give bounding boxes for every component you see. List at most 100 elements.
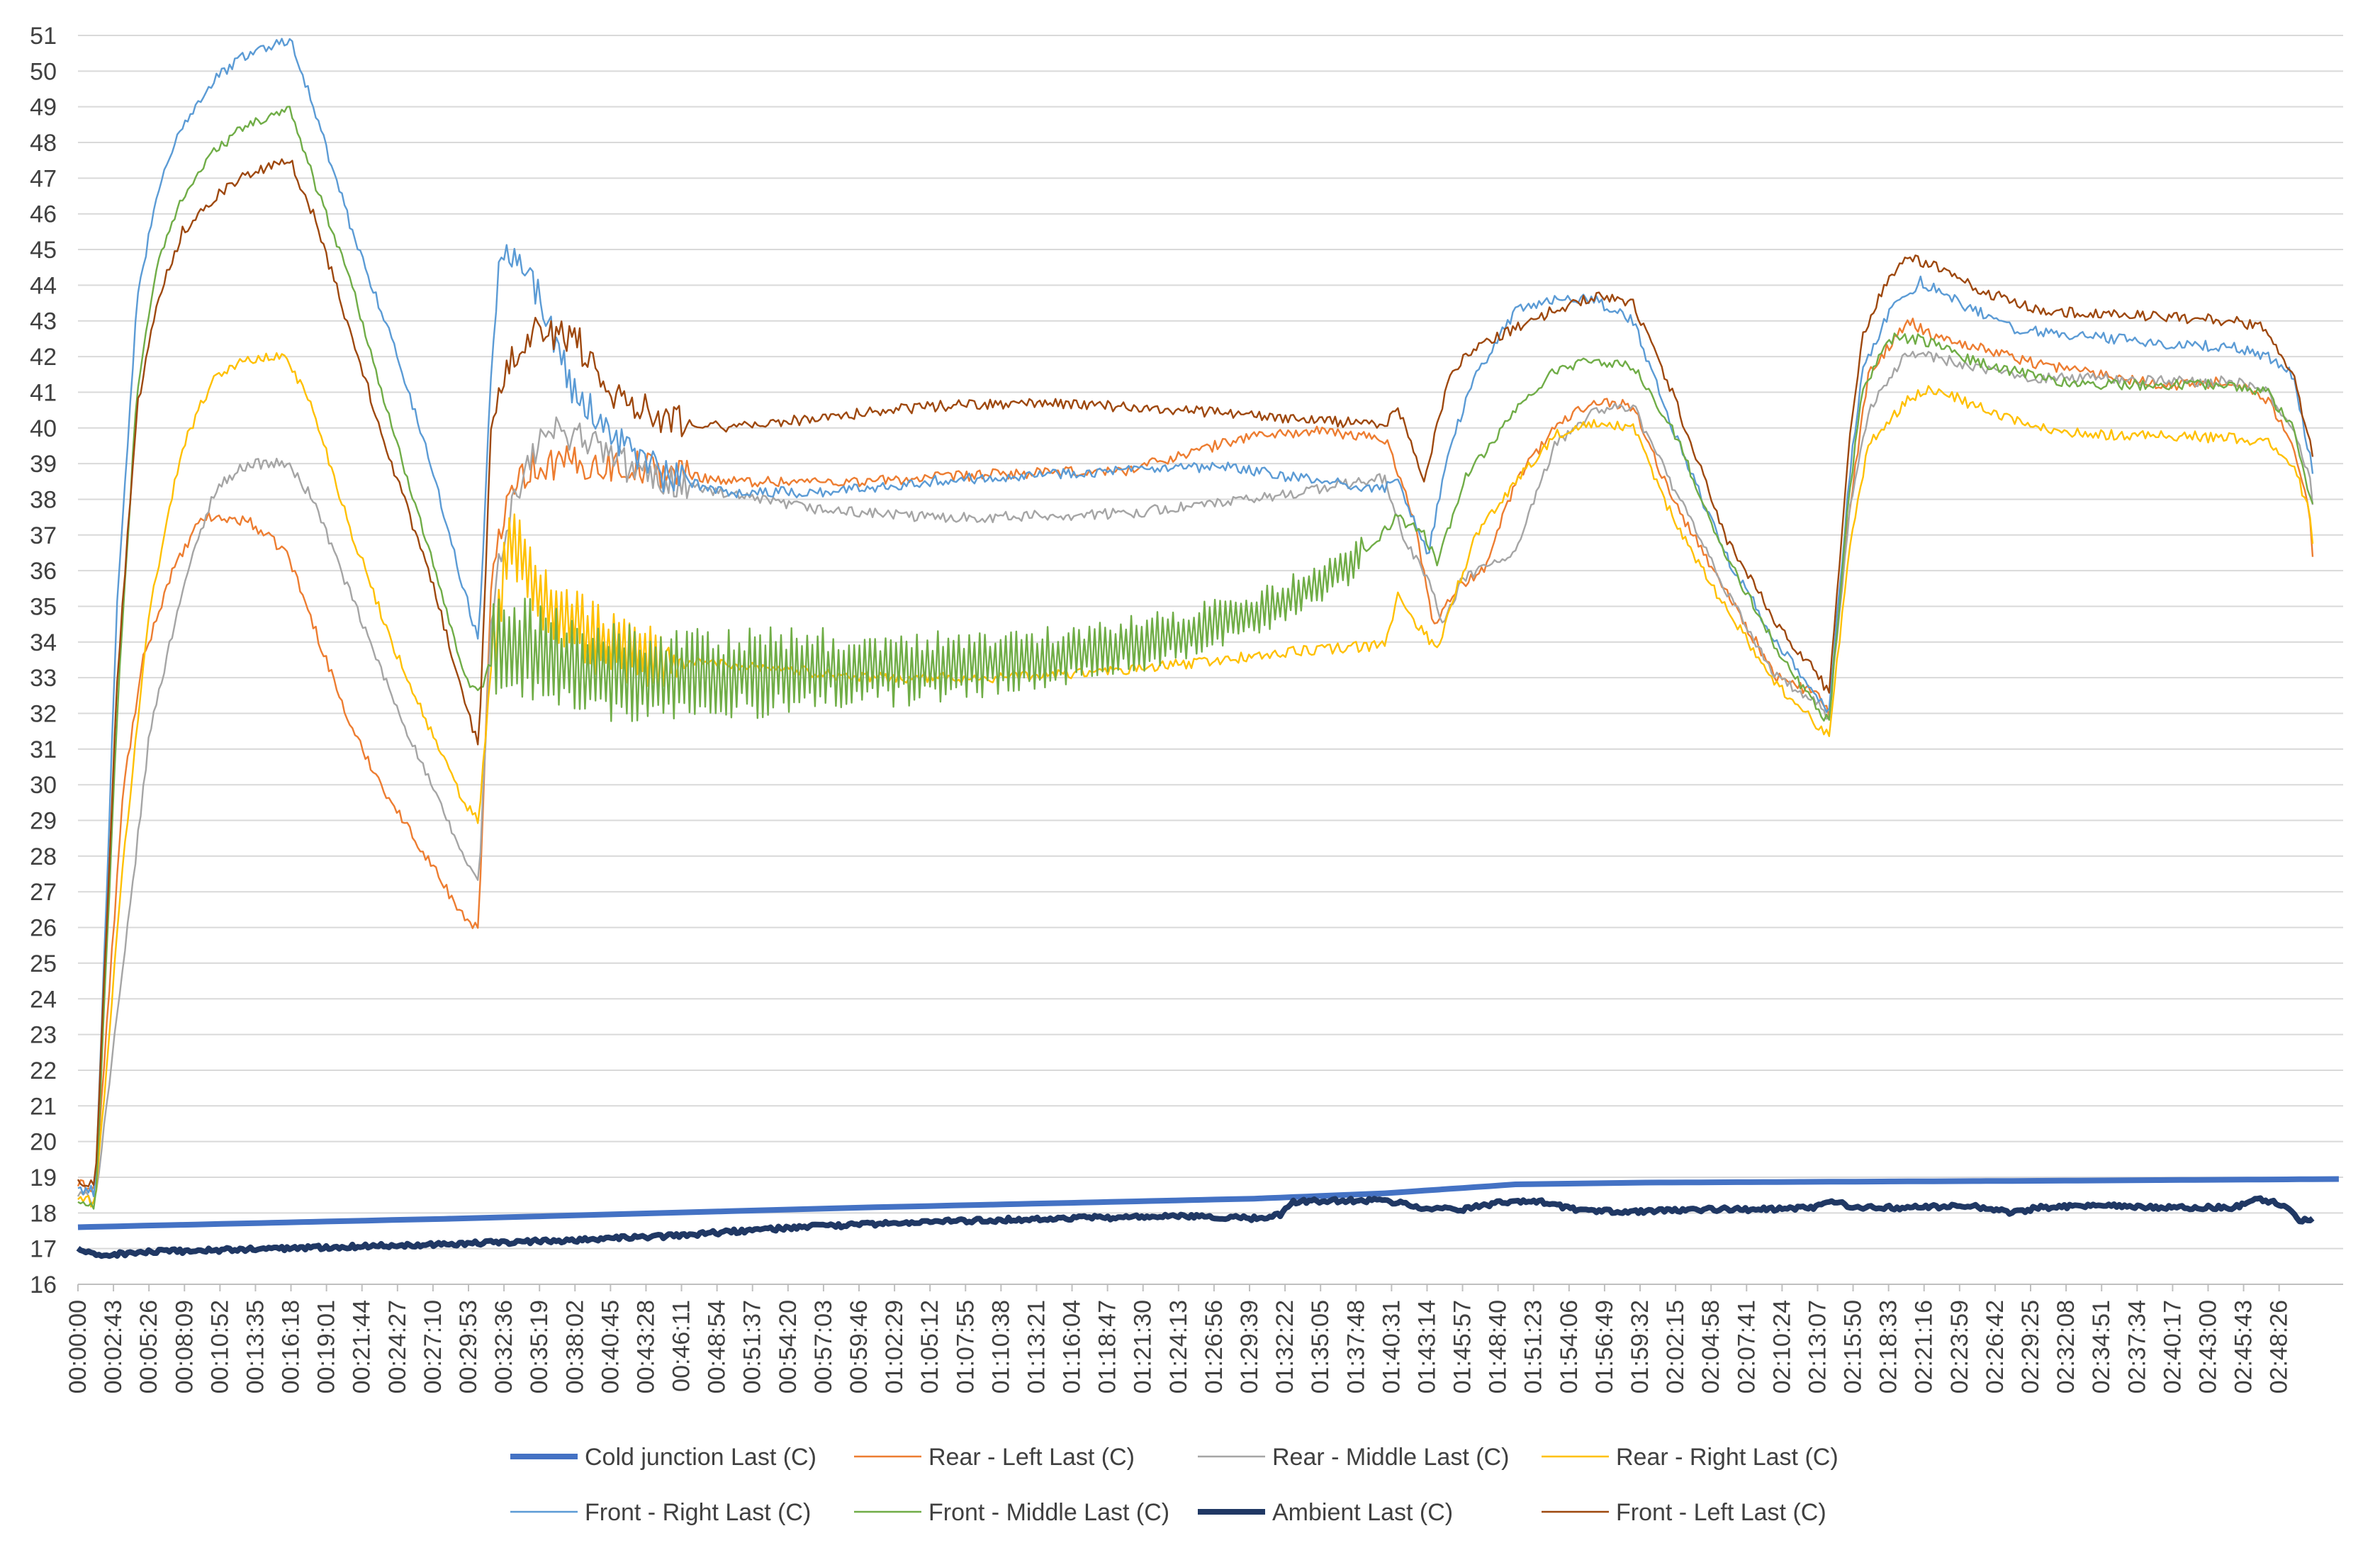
- y-tick-label: 22: [30, 1057, 57, 1084]
- x-tick-label: 01:32:22: [1272, 1300, 1298, 1393]
- x-tick-label: 02:23:59: [1946, 1300, 1973, 1393]
- x-tick-label: 00:02:43: [100, 1300, 127, 1393]
- series-line-5: [77, 106, 2314, 1210]
- legend-label-2: Rear - Middle Last (C): [1272, 1444, 1509, 1471]
- series-lines: [76, 38, 2339, 1259]
- x-tick-label: 00:19:01: [313, 1300, 340, 1393]
- x-tick-label: 00:54:20: [775, 1300, 802, 1393]
- legend-label-1: Rear - Left Last (C): [928, 1444, 1135, 1471]
- x-tick-label: 00:59:46: [846, 1300, 872, 1393]
- y-tick-label: 31: [30, 736, 57, 763]
- x-tick-label: 00:00:00: [64, 1300, 91, 1393]
- x-tick-label: 01:24:13: [1165, 1300, 1192, 1393]
- x-tick-label: 00:08:09: [171, 1300, 198, 1393]
- series-line-4: [77, 38, 2314, 1198]
- x-tick-label: 02:21:16: [1911, 1300, 1938, 1393]
- x-tick-label: 01:07:55: [952, 1300, 979, 1393]
- y-tick-label: 17: [30, 1236, 57, 1263]
- x-tick-label: 00:10:52: [206, 1300, 233, 1393]
- gridlines: [78, 35, 2343, 1285]
- x-tick-label: 01:35:05: [1307, 1300, 1334, 1393]
- series-line-6: [76, 1195, 2315, 1259]
- x-tick-label: 02:13:07: [1804, 1300, 1831, 1393]
- x-tick-label: 00:24:27: [384, 1300, 411, 1393]
- legend-label-4: Front - Right Last (C): [585, 1499, 811, 1526]
- x-tick-label: 01:13:21: [1023, 1300, 1050, 1393]
- x-tick-label: 01:51:23: [1520, 1300, 1547, 1393]
- x-tick-label: 00:38:02: [561, 1300, 588, 1393]
- x-tick-label: 02:29:25: [2017, 1300, 2044, 1393]
- legend-label-6: Ambient Last (C): [1272, 1499, 1453, 1526]
- x-tick-label: 00:40:45: [597, 1300, 624, 1393]
- y-tick-label: 39: [30, 451, 57, 478]
- x-tick-label: 01:21:30: [1130, 1300, 1157, 1393]
- x-tick-label: 00:32:36: [490, 1300, 517, 1393]
- legend-label-3: Rear - Right Last (C): [1616, 1444, 1839, 1471]
- y-tick-label: 23: [30, 1022, 57, 1049]
- x-tick-label: 00:48:54: [704, 1300, 731, 1393]
- y-tick-label: 36: [30, 558, 57, 585]
- y-tick-label: 16: [30, 1272, 57, 1298]
- x-tick-label: 01:54:06: [1556, 1300, 1583, 1393]
- y-tick-label: 30: [30, 772, 57, 799]
- y-tick-label: 33: [30, 665, 57, 692]
- x-tick-label: 01:10:38: [987, 1300, 1014, 1393]
- x-tick-label: 00:16:18: [278, 1300, 305, 1393]
- x-tick-label: 02:18:33: [1875, 1300, 1902, 1393]
- x-tick-label: 00:51:37: [739, 1300, 766, 1393]
- x-tick-label: 01:45:57: [1449, 1300, 1476, 1393]
- y-tick-label: 40: [30, 415, 57, 442]
- y-tick-label: 50: [30, 58, 57, 85]
- x-tick-label: 02:04:58: [1697, 1300, 1724, 1393]
- y-tick-label: 18: [30, 1200, 57, 1227]
- x-tick-label: 02:48:26: [2266, 1300, 2293, 1393]
- series-line-3: [77, 352, 2314, 1208]
- series-line-0: [77, 1176, 2339, 1230]
- y-tick-label: 20: [30, 1129, 57, 1156]
- x-tick-label: 02:10:24: [1768, 1300, 1795, 1393]
- x-tick-label: 00:43:28: [632, 1300, 659, 1393]
- y-tick-label: 19: [30, 1165, 57, 1191]
- x-tick-label: 01:37:48: [1342, 1300, 1369, 1393]
- y-tick-label: 43: [30, 308, 57, 335]
- y-tick-label: 29: [30, 808, 57, 835]
- x-tick-label: 00:05:26: [135, 1300, 162, 1393]
- y-tick-label: 46: [30, 201, 57, 228]
- x-tick-label: 02:07:41: [1733, 1300, 1760, 1393]
- x-tick-label: 01:43:14: [1413, 1300, 1440, 1393]
- y-tick-label: 45: [30, 237, 57, 264]
- x-tick-label: 02:37:34: [2123, 1300, 2150, 1393]
- x-tick-label: 01:18:47: [1094, 1300, 1121, 1393]
- y-tick-label: 37: [30, 522, 57, 549]
- x-tick-label: 00:57:03: [810, 1300, 837, 1393]
- x-tick-label: 02:43:00: [2194, 1300, 2221, 1393]
- x-tick-label: 00:46:11: [668, 1300, 695, 1392]
- y-tick-label: 32: [30, 701, 57, 728]
- x-tick-label: 00:21:44: [349, 1300, 376, 1393]
- legend-label-7: Front - Left Last (C): [1616, 1499, 1826, 1526]
- y-tick-label: 21: [30, 1093, 57, 1120]
- x-tick-label: 01:40:31: [1378, 1300, 1405, 1393]
- x-tick-label: 01:59:32: [1627, 1300, 1654, 1393]
- y-tick-label: 44: [30, 272, 57, 299]
- x-tick-label: 00:29:53: [455, 1300, 482, 1393]
- x-tick-label: 01:05:12: [916, 1300, 943, 1393]
- y-tick-label: 38: [30, 486, 57, 513]
- x-tick-label: 02:32:08: [2053, 1300, 2079, 1393]
- y-tick-label: 42: [30, 344, 57, 371]
- y-tick-label: 35: [30, 593, 57, 620]
- y-tick-label: 51: [30, 23, 57, 50]
- series-line-7: [77, 158, 2314, 1187]
- y-tick-label: 24: [30, 986, 57, 1013]
- x-tick-label: 01:26:56: [1201, 1300, 1228, 1393]
- x-tick-label: 02:34:51: [2088, 1300, 2115, 1393]
- y-tick-label: 28: [30, 843, 57, 870]
- x-tick-label: 00:27:10: [420, 1300, 447, 1393]
- axes: 16 17 18 19 20 21 22 23 24 25 26 27 28 29 30 31 32 33 34 35…: [30, 23, 2343, 1393]
- y-tick-label: 34: [30, 629, 57, 656]
- legend-label-5: Front - Middle Last (C): [928, 1499, 1169, 1526]
- x-tick-label: 02:15:50: [1840, 1300, 1867, 1393]
